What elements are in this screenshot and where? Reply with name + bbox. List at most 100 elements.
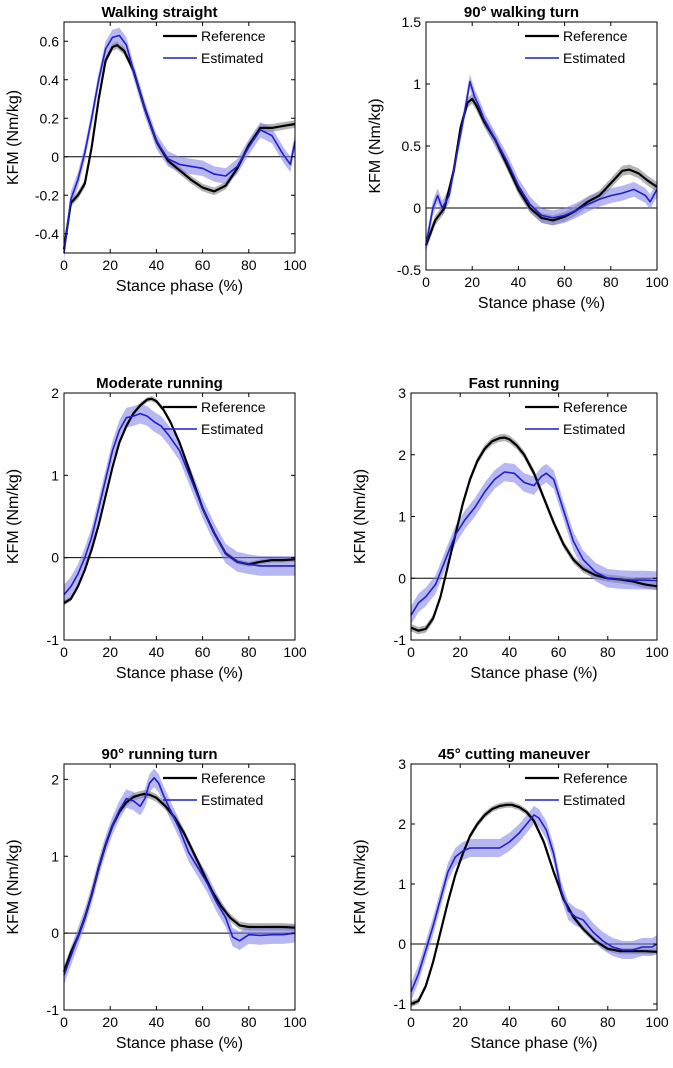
x-tick-label: 40 <box>149 257 165 273</box>
estimated-line <box>63 776 296 976</box>
reference-band <box>411 433 657 635</box>
y-tick-label: -0.5 <box>397 262 421 278</box>
x-tick-label: 100 <box>645 644 669 660</box>
x-axis-label: Stance phase (%) <box>116 1035 243 1052</box>
x-tick-label: 100 <box>645 1014 669 1030</box>
y-tick-label: -1 <box>394 996 407 1012</box>
y-tick-label: 0.4 <box>40 72 60 88</box>
chart-panel-2: 0 20 40 60 80 100-0.500.511.590° walking turn… <box>367 4 669 312</box>
y-tick-label: 2 <box>51 385 59 401</box>
x-tick-label: 80 <box>241 644 257 660</box>
y-tick-label: 1 <box>51 467 59 483</box>
reference-line <box>410 436 658 632</box>
chart-title: 90° walking turn <box>464 4 579 21</box>
x-tick-label: 60 <box>195 644 211 660</box>
estimated-line <box>425 80 658 246</box>
x-axis-label: Stance phase (%) <box>478 295 605 312</box>
axes-box <box>410 763 658 1011</box>
estimated-line <box>63 412 295 596</box>
x-tick-label: 100 <box>283 257 307 273</box>
x-tick-label: 0 <box>60 1014 68 1030</box>
x-tick-label: 0 <box>407 1014 415 1030</box>
y-tick-label: 3 <box>398 756 406 772</box>
estimated-line <box>410 471 658 616</box>
y-tick-label: 1 <box>413 76 421 92</box>
y-tick-label: 1.5 <box>402 14 422 30</box>
axes-box <box>63 21 296 254</box>
y-axis-label: KFM (Nm/kg) <box>367 98 384 193</box>
estimated-band <box>64 768 295 985</box>
y-tick-label: 0 <box>398 936 406 952</box>
y-tick-label: 1 <box>398 509 406 525</box>
y-tick-label: 2 <box>398 816 406 832</box>
x-tick-label: 80 <box>241 1014 257 1030</box>
x-axis-label: Stance phase (%) <box>470 665 597 682</box>
chart-panel-1: 0 20 40 60 80 100 -0.4 -0.2 0 0.2 0.4 0.6 Walking st… <box>5 4 307 295</box>
y-tick-label: -1 <box>394 632 407 648</box>
x-tick-label: 20 <box>102 257 118 273</box>
x-tick-label: 0 <box>60 257 68 273</box>
x-tick-label: 60 <box>551 644 567 660</box>
x-tick-label: 0 <box>60 644 68 660</box>
y-tick-label: 1 <box>51 848 59 864</box>
y-tick-label: 0 <box>413 200 421 216</box>
y-tick-label: 0.5 <box>402 138 422 154</box>
x-tick-label: 60 <box>551 1014 567 1030</box>
y-tick-label: 3 <box>398 385 406 401</box>
y-tick-label: -1 <box>47 632 60 648</box>
x-tick-label: 20 <box>452 1014 468 1030</box>
y-tick-label: -0.2 <box>35 187 59 203</box>
x-tick-label: 80 <box>603 274 619 290</box>
x-axis-label: Stance phase (%) <box>470 1035 597 1052</box>
legend-label-estimated: Estimated <box>201 792 263 808</box>
y-tick-label: -1 <box>47 1002 60 1018</box>
y-tick-label: 1 <box>398 876 406 892</box>
legend-label-estimated: Estimated <box>563 792 625 808</box>
x-tick-label: 20 <box>452 644 468 660</box>
x-tick-label: 80 <box>600 1014 616 1030</box>
y-tick-label: 0.2 <box>40 110 60 126</box>
y-axis-label: KFM (Nm/kg) <box>5 469 22 564</box>
y-tick-label: 0 <box>51 925 59 941</box>
y-tick-label: -0.4 <box>35 226 59 242</box>
x-tick-label: 40 <box>511 274 527 290</box>
reference-band <box>64 790 295 976</box>
x-tick-label: 40 <box>149 1014 165 1030</box>
x-tick-label: 20 <box>102 644 118 660</box>
chart-title: Fast running <box>469 375 560 392</box>
chart-title: Walking straight <box>101 4 217 21</box>
legend-label-reference: Reference <box>563 28 628 44</box>
x-tick-label: 40 <box>502 1014 518 1030</box>
legend-label-reference: Reference <box>201 770 266 786</box>
x-tick-label: 40 <box>149 644 165 660</box>
legend-label-estimated: Estimated <box>563 50 625 66</box>
x-tick-label: 60 <box>195 257 211 273</box>
y-tick-label: 0 <box>398 570 406 586</box>
x-tick-label: 60 <box>557 274 573 290</box>
estimated-band <box>411 806 657 1001</box>
y-tick-label: 0 <box>51 550 59 566</box>
legend-label-reference: Reference <box>563 770 628 786</box>
y-tick-label: 2 <box>398 447 406 463</box>
x-tick-label: 0 <box>422 274 430 290</box>
x-tick-label: 80 <box>241 257 257 273</box>
legend-label-estimated: Estimated <box>201 421 263 437</box>
x-tick-label: 40 <box>502 644 518 660</box>
x-axis-label: Stance phase (%) <box>116 278 243 295</box>
legend-label-reference: Reference <box>201 399 266 415</box>
legend-label-reference: Reference <box>201 28 266 44</box>
legend-label-estimated: Estimated <box>563 421 625 437</box>
axes-box <box>63 392 296 641</box>
x-tick-label: 20 <box>102 1014 118 1030</box>
x-tick-label: 100 <box>645 274 669 290</box>
x-tick-label: 100 <box>283 644 307 660</box>
x-tick-label: 100 <box>283 1014 307 1030</box>
legend-label-reference: Reference <box>563 399 628 415</box>
estimated-band <box>411 462 657 625</box>
x-tick-label: 20 <box>464 274 480 290</box>
reference-line <box>424 97 658 246</box>
